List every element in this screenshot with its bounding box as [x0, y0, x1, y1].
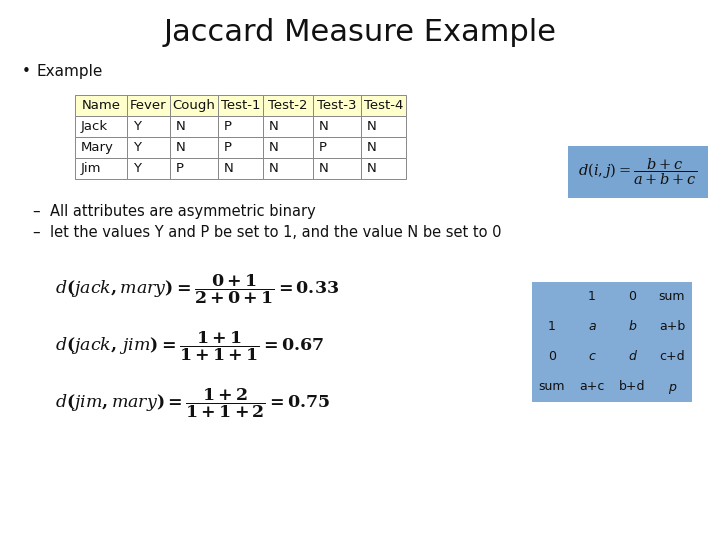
Bar [652, 312, 692, 342]
Text: a+b: a+b [659, 321, 685, 334]
Bar [170, 116, 218, 137]
Text: Test-4: Test-4 [364, 99, 403, 112]
Text: P: P [224, 120, 232, 133]
Bar [75, 95, 127, 116]
Bar [75, 137, 127, 158]
Text: $\mathbf{\mathit{d}(\mathit{jack},\mathit{mary}) = \dfrac{0+1}{2+0+1} = 0.33}$: $\mathbf{\mathit{d}(\mathit{jack},\mathi… [55, 273, 339, 306]
Text: $d(i,j)=\dfrac{b+c}{a+b+c}$: $d(i,j)=\dfrac{b+c}{a+b+c}$ [578, 157, 698, 187]
Bar [313, 158, 361, 179]
Text: Name: Name [81, 99, 120, 112]
Text: All attributes are asymmetric binary: All attributes are asymmetric binary [50, 204, 316, 219]
Bar [313, 116, 361, 137]
Text: Fever: Fever [130, 99, 167, 112]
Bar [361, 137, 406, 158]
Bar [218, 95, 263, 116]
Text: Y: Y [133, 120, 141, 133]
Text: N: N [269, 120, 279, 133]
Text: 1: 1 [588, 291, 596, 303]
Text: $\mathbf{\mathit{d}(\mathit{jim},\mathit{mary}) = \dfrac{1+2}{1+1+2} = 0.75}$: $\mathbf{\mathit{d}(\mathit{jim},\mathit… [55, 387, 330, 421]
Bar [361, 116, 406, 137]
Bar [75, 158, 127, 179]
Text: N: N [367, 120, 377, 133]
Bar [361, 95, 406, 116]
Bar [572, 282, 612, 312]
Text: Mary: Mary [81, 141, 114, 154]
Text: Cough: Cough [173, 99, 215, 112]
Bar [313, 95, 361, 116]
Text: sum: sum [539, 381, 565, 394]
Bar [568, 146, 708, 198]
Bar [218, 137, 263, 158]
Bar [127, 95, 170, 116]
Text: Jaccard Measure Example: Jaccard Measure Example [163, 18, 557, 47]
Bar [127, 116, 170, 137]
Text: c+d: c+d [660, 350, 685, 363]
Text: Jack: Jack [81, 120, 108, 133]
Bar [532, 342, 572, 372]
Bar [263, 158, 313, 179]
Text: p: p [668, 381, 676, 394]
Text: b: b [628, 321, 636, 334]
Text: –: – [32, 225, 40, 240]
Text: P: P [224, 141, 232, 154]
Text: N: N [176, 120, 186, 133]
Text: N: N [367, 162, 377, 175]
Bar [263, 137, 313, 158]
Bar [612, 372, 652, 402]
Bar [652, 282, 692, 312]
Text: Test-3: Test-3 [318, 99, 356, 112]
Bar [612, 342, 652, 372]
Text: 0: 0 [628, 291, 636, 303]
Text: c: c [588, 350, 595, 363]
Bar [170, 137, 218, 158]
Bar [532, 372, 572, 402]
Text: 0: 0 [548, 350, 556, 363]
Bar [532, 282, 572, 312]
Bar [170, 95, 218, 116]
Bar [532, 312, 572, 342]
Bar [612, 282, 652, 312]
Text: –: – [32, 204, 40, 219]
Text: N: N [269, 141, 279, 154]
Text: a: a [588, 321, 596, 334]
Bar [218, 158, 263, 179]
Bar [612, 312, 652, 342]
Text: a+c: a+c [580, 381, 605, 394]
Bar [313, 137, 361, 158]
Text: Test-2: Test-2 [269, 99, 307, 112]
Bar [75, 116, 127, 137]
Text: b+d: b+d [618, 381, 645, 394]
Text: •: • [22, 64, 31, 79]
Text: let the values Y and P be set to 1, and the value N be set to 0: let the values Y and P be set to 1, and … [50, 225, 502, 240]
Text: sum: sum [659, 291, 685, 303]
Text: d: d [628, 350, 636, 363]
Text: P: P [176, 162, 184, 175]
Text: P: P [319, 141, 327, 154]
Text: Y: Y [133, 141, 141, 154]
Text: Example: Example [36, 64, 102, 79]
Text: Y: Y [133, 162, 141, 175]
Text: N: N [319, 120, 329, 133]
Text: N: N [367, 141, 377, 154]
Text: $\mathbf{\mathit{d}(\mathit{jack},\,\mathit{jim}) = \dfrac{1+1}{1+1+1} = 0.67}$: $\mathbf{\mathit{d}(\mathit{jack},\,\mat… [55, 330, 324, 363]
Bar [127, 158, 170, 179]
Text: N: N [269, 162, 279, 175]
Text: 1: 1 [548, 321, 556, 334]
Bar [170, 158, 218, 179]
Bar [652, 342, 692, 372]
Bar [572, 342, 612, 372]
Text: N: N [224, 162, 234, 175]
Text: N: N [176, 141, 186, 154]
Text: Jim: Jim [81, 162, 102, 175]
Text: N: N [319, 162, 329, 175]
Bar [652, 372, 692, 402]
Bar [572, 312, 612, 342]
Bar [361, 158, 406, 179]
Bar [263, 116, 313, 137]
Bar [572, 372, 612, 402]
Text: Test-1: Test-1 [221, 99, 260, 112]
Bar [218, 116, 263, 137]
Bar [127, 137, 170, 158]
Bar [263, 95, 313, 116]
